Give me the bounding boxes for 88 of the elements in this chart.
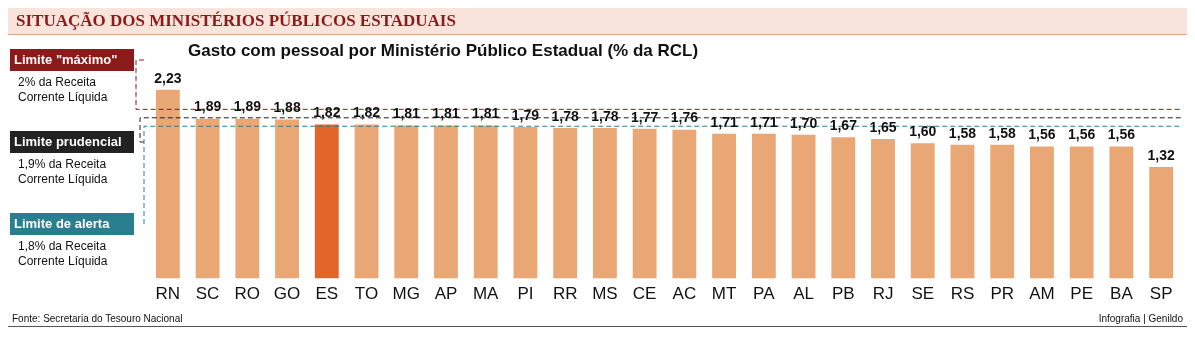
data-label: 1,70	[789, 114, 818, 131]
bar	[990, 144, 1015, 279]
data-label: 1,77	[631, 108, 659, 125]
bar	[791, 134, 816, 279]
bar	[1109, 146, 1134, 279]
text: 1,9% da Receita Corrente Líquida	[18, 157, 108, 187]
x-tick-label: PE	[1070, 284, 1094, 304]
data-label: 1,82	[352, 104, 381, 121]
bar	[195, 118, 220, 279]
data-label: 1,78	[591, 107, 619, 124]
bar	[1149, 166, 1174, 279]
data-label: 1,79	[511, 106, 540, 123]
x-tick-label: PA	[753, 284, 776, 304]
data-label: 1,32	[1147, 146, 1175, 163]
data-label: 1,88	[273, 99, 301, 116]
x-tick-label: ES	[315, 284, 339, 304]
bar	[553, 127, 578, 279]
data-label: 1,76	[670, 109, 699, 126]
x-tick-label: RO	[234, 284, 261, 304]
bar	[910, 143, 935, 279]
x-tick-label: SC	[195, 284, 220, 304]
x-tick-label: SP	[1149, 284, 1173, 304]
chart-title: SITUAÇÃO DOS MINISTÉRIOS PÚBLICOS ESTADUAIS	[16, 11, 456, 30]
data-label: 1,82	[313, 104, 341, 121]
x-tick-label: AP	[434, 284, 458, 304]
bar	[1030, 146, 1054, 279]
data-label: 1,71	[710, 113, 738, 130]
chart-subtitle: Gasto com pessoal por Ministério Público Estadual (% da RCL)	[188, 41, 699, 61]
data-label: 1,78	[551, 107, 580, 124]
data-label: 1,81	[472, 105, 500, 122]
bar	[632, 128, 657, 279]
bar	[871, 138, 895, 279]
x-tick-label: AC	[672, 284, 697, 304]
bar	[434, 125, 458, 279]
bar	[235, 118, 260, 279]
ref-line-label: Limite "máximo"	[14, 51, 118, 67]
x-tick-label: RR	[552, 284, 578, 304]
source-note: Fonte: Secretaria do Tesouro Nacional	[12, 313, 183, 324]
text: Infografia | Genildo	[1098, 313, 1183, 324]
data-label: 1,89	[233, 98, 262, 115]
ref-line-label: Limite prudencial	[14, 133, 122, 149]
bar	[473, 125, 498, 279]
data-label: 1,67	[829, 117, 858, 134]
data-label: 1,81	[432, 105, 460, 122]
x-tick-label: MS	[592, 284, 618, 304]
text: 2% da Receita Corrente Líquida	[18, 75, 108, 105]
bar	[513, 127, 538, 279]
bar	[394, 125, 419, 279]
x-tick-label: PI	[517, 284, 534, 304]
bar	[950, 144, 975, 279]
x-tick-label: AL	[793, 284, 814, 304]
data-label: 1,56	[1107, 126, 1136, 143]
x-tick-label: PB	[831, 284, 855, 304]
x-tick-label: TO	[354, 284, 379, 304]
data-label: 1,81	[392, 105, 421, 122]
x-tick-label: RS	[950, 284, 975, 304]
x-tick-label: RN	[155, 284, 181, 304]
bar	[275, 119, 299, 279]
data-label: 1,56	[1068, 126, 1096, 143]
bar	[672, 129, 697, 279]
data-label: 2,23	[154, 69, 182, 86]
bar	[354, 124, 379, 279]
data-label: 1,56	[1028, 126, 1056, 143]
bar	[712, 133, 737, 279]
bar	[314, 124, 339, 279]
x-tick-label: MT	[711, 284, 737, 304]
data-label: 1,71	[750, 113, 778, 130]
x-tick-label: MA	[472, 284, 500, 304]
x-tick-label: CE	[632, 284, 657, 304]
data-label: 1,89	[193, 98, 222, 115]
data-label: 1,65	[869, 118, 897, 135]
bar	[592, 127, 617, 279]
data-label: 1,58	[948, 124, 977, 141]
x-tick-label: MG	[392, 284, 420, 304]
x-tick-label: GO	[273, 284, 301, 304]
bar	[831, 137, 856, 279]
data-label: 1,60	[909, 123, 937, 140]
bar	[751, 133, 776, 279]
text: 1,8% da Receita Corrente Líquida	[18, 239, 108, 269]
bar	[155, 89, 180, 279]
data-label: 1,58	[988, 124, 1017, 141]
x-tick-label: AM	[1029, 284, 1055, 304]
ref-line-label: Limite de alerta	[14, 215, 111, 231]
bar	[1069, 146, 1094, 279]
x-tick-label: BA	[1110, 284, 1134, 304]
x-tick-label: RJ	[872, 284, 894, 304]
x-tick-label: PR	[990, 284, 1015, 304]
x-tick-label: SE	[911, 284, 935, 304]
